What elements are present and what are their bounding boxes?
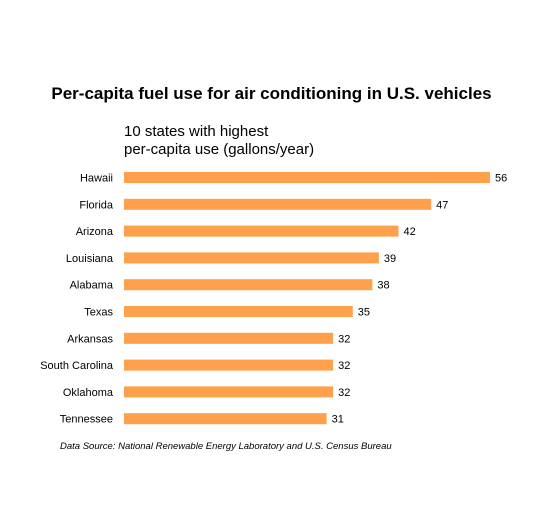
category-label: Alabama — [70, 280, 114, 292]
value-label: 32 — [338, 333, 350, 345]
category-label: Arkansas — [67, 333, 113, 345]
bar-texas — [124, 306, 353, 317]
value-label: 32 — [338, 387, 350, 399]
value-label: 38 — [377, 280, 389, 292]
bar-louisiana — [124, 252, 379, 264]
category-label: Arizona — [76, 226, 114, 238]
value-label: 47 — [436, 199, 448, 211]
value-label: 35 — [358, 307, 370, 319]
category-label: Oklahoma — [63, 387, 114, 399]
category-label: South Carolina — [40, 360, 114, 372]
subtitle-line-1: 10 states with highest — [124, 123, 269, 140]
bar-alabama — [124, 279, 373, 291]
bar-tennessee — [124, 413, 327, 425]
value-label: 42 — [404, 226, 416, 238]
subtitle-line-2: per-capita use (gallons/year) — [124, 141, 315, 158]
chart-title: Per-capita fuel use for air conditioning… — [51, 84, 492, 103]
bar-arizona — [124, 225, 399, 237]
bar-florida — [124, 198, 432, 210]
category-label: Hawaii — [80, 173, 113, 185]
data-source-note: Data Source: National Renewable Energy L… — [60, 441, 392, 452]
category-label: Tennessee — [60, 414, 113, 426]
value-label: 56 — [495, 173, 507, 185]
value-label: 32 — [338, 360, 350, 372]
category-label: Louisiana — [66, 253, 114, 265]
chart-subtitle: 10 states with highest per-capita use (g… — [124, 123, 424, 159]
value-label: 39 — [384, 253, 396, 265]
bar-hawaii — [124, 172, 490, 183]
bar-south-carolina — [124, 359, 334, 371]
value-label: 31 — [332, 414, 344, 426]
bar-oklahoma — [124, 386, 334, 398]
category-label: Florida — [79, 199, 114, 211]
bar-arkansas — [124, 332, 334, 344]
category-label: Texas — [84, 307, 113, 319]
